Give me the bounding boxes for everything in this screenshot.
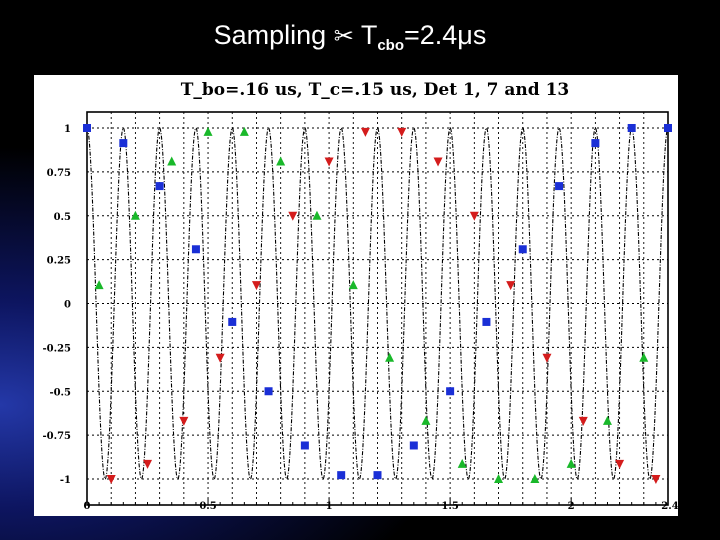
cosine-curve	[86, 127, 669, 480]
data-point-triangle-down	[578, 416, 588, 426]
x-tick-label: 2.4	[661, 501, 678, 512]
data-point-triangle-down	[469, 211, 479, 221]
data-point-square	[83, 124, 91, 132]
data-point-triangle-down	[542, 353, 552, 363]
data-point-square	[555, 182, 564, 191]
data-point-triangle-up	[348, 280, 358, 290]
data-point-triangle-down	[324, 157, 334, 167]
y-tick-label: 0.25	[47, 256, 71, 267]
y-tick-label: 0.75	[47, 168, 71, 179]
data-point-triangle-up	[602, 415, 612, 425]
data-point-triangle-up	[639, 352, 649, 362]
x-tick-label: 1.5	[441, 501, 458, 512]
data-point-square	[228, 317, 237, 326]
data-point-square	[664, 124, 672, 132]
data-point-square	[337, 471, 346, 480]
curve-layer	[86, 127, 669, 480]
x-tick-label: 0	[84, 501, 91, 512]
y-tick-label: -0.25	[42, 343, 71, 354]
data-point-square	[264, 387, 273, 396]
y-tick-label: 0.5	[54, 212, 71, 223]
data-point-square	[409, 441, 418, 450]
x-tick-label: 0.5	[199, 501, 216, 512]
data-point-triangle-down	[251, 281, 261, 291]
data-point-triangle-up	[167, 156, 177, 166]
data-point-triangle-up	[530, 474, 540, 483]
grid	[87, 112, 668, 505]
slide-title: Sampling ✂ Tcbo=2.4μs	[0, 20, 700, 54]
tick-layer: 1 0.75 0.5 0.25 0 -0.25 -0.5 -0.75 -1 0 0.5 1 1.5 2 2.…	[42, 124, 678, 512]
data-point-triangle-up	[312, 210, 322, 220]
data-point-triangle-down	[106, 475, 116, 484]
data-point-square	[119, 139, 128, 148]
data-point-triangle-down	[615, 459, 625, 469]
data-point-triangle-down	[215, 353, 225, 363]
data-point-triangle-up	[276, 156, 286, 166]
data-point-triangle-down	[179, 416, 189, 426]
data-point-square	[373, 471, 382, 480]
data-point-triangle-up	[457, 458, 467, 468]
scissors-icon: ✂	[333, 22, 354, 50]
y-tick-label: -0.75	[42, 431, 71, 442]
data-point-triangle-down	[433, 157, 443, 167]
x-tick-label: 1	[326, 501, 333, 512]
data-point-square	[482, 317, 491, 326]
data-point-triangle-down	[506, 281, 516, 291]
data-point-triangle-down	[397, 127, 407, 137]
data-point-triangle-up	[130, 210, 140, 220]
data-point-triangle-up	[385, 352, 395, 362]
data-point-triangle-up	[566, 458, 576, 468]
data-point-triangle-up	[421, 415, 431, 425]
y-tick-label: -0.5	[49, 387, 71, 398]
data-point-square	[191, 245, 200, 254]
data-point-triangle-down	[288, 211, 298, 221]
data-point-square	[591, 139, 600, 148]
slide-title-sub: cbo	[377, 37, 404, 54]
data-point-square	[627, 124, 636, 132]
data-point-square	[446, 387, 455, 396]
slide-title-main: T	[360, 20, 378, 50]
x-tick-label: 2	[568, 501, 575, 512]
data-point-triangle-up	[494, 474, 504, 483]
chart: T_bo=.16 us, T_c=.15 us, Det 1, 7 and 13…	[42, 80, 678, 512]
marker-layer	[83, 124, 672, 484]
chart-panel: T_bo=.16 us, T_c=.15 us, Det 1, 7 and 13…	[34, 75, 678, 516]
y-tick-label: 0	[64, 300, 71, 311]
slide-title-prefix: Sampling	[213, 20, 327, 50]
data-point-triangle-up	[239, 126, 249, 136]
slide-title-suffix: =2.4μs	[404, 20, 487, 50]
data-point-square	[300, 441, 309, 450]
data-point-triangle-up	[94, 280, 104, 290]
data-point-triangle-down	[143, 459, 153, 469]
data-point-square	[518, 245, 527, 254]
data-point-triangle-down	[360, 127, 370, 137]
y-tick-label: -1	[60, 475, 71, 486]
chart-title: T_bo=.16 us, T_c=.15 us, Det 1, 7 and 13	[181, 80, 569, 100]
data-point-triangle-up	[203, 126, 213, 136]
data-point-square	[155, 182, 164, 191]
plot-frame	[86, 111, 669, 506]
y-tick-label: 1	[64, 124, 71, 135]
data-point-triangle-down	[651, 475, 661, 484]
